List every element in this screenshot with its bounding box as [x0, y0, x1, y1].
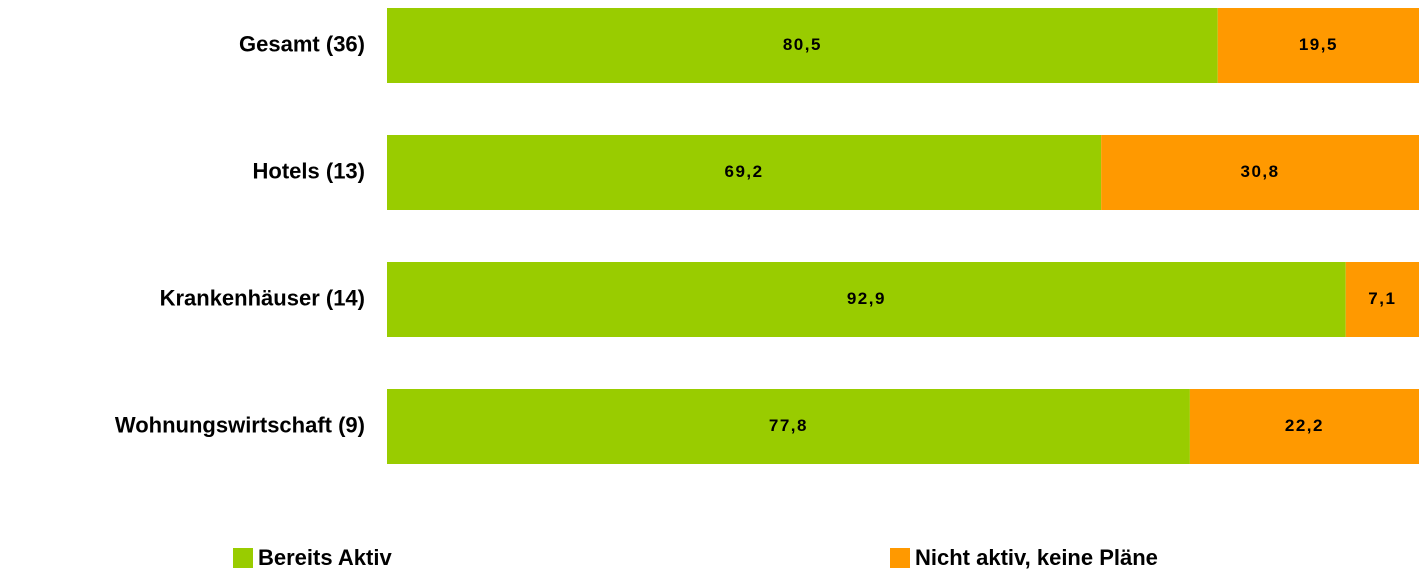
bar-segment	[1217, 8, 1419, 83]
data-label: 7,1	[1368, 289, 1396, 308]
bar-segment	[1189, 389, 1419, 464]
bar-segment	[387, 389, 1190, 464]
data-label: 80,5	[783, 35, 822, 54]
data-label: 69,2	[725, 162, 764, 181]
category-label: Wohnungswirtschaft (9)	[115, 412, 365, 437]
bar-segment	[1345, 262, 1419, 337]
data-label: 22,2	[1285, 416, 1324, 435]
legend-label: Bereits Aktiv	[258, 545, 392, 570]
legend-label: Nicht aktiv, keine Pläne	[915, 545, 1158, 570]
bar-segment	[387, 8, 1218, 83]
data-label: 77,8	[769, 416, 808, 435]
bar-segment	[1101, 135, 1419, 210]
legend-swatch	[233, 548, 253, 568]
category-label: Gesamt (36)	[239, 31, 365, 56]
data-label: 30,8	[1241, 162, 1280, 181]
legend-swatch	[890, 548, 910, 568]
category-label: Krankenhäuser (14)	[160, 285, 365, 310]
bar-segment	[387, 135, 1102, 210]
category-label: Hotels (13)	[253, 158, 365, 183]
bar-segment	[387, 262, 1346, 337]
data-label: 19,5	[1299, 35, 1338, 54]
data-label: 92,9	[847, 289, 886, 308]
